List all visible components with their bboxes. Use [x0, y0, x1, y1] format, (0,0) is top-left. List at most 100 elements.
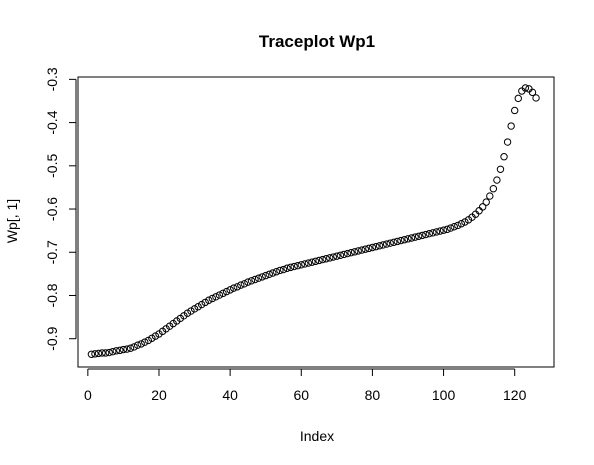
data-point — [443, 225, 451, 234]
data-point — [240, 280, 249, 288]
data-point — [294, 261, 302, 270]
data-point — [500, 153, 508, 161]
data-point — [272, 268, 281, 276]
data-point — [109, 347, 117, 356]
data-point — [194, 303, 202, 311]
data-point — [390, 238, 398, 247]
data-point — [279, 265, 288, 274]
data-point — [244, 278, 252, 286]
data-point — [116, 346, 124, 355]
data-point — [350, 248, 359, 256]
data-point — [347, 248, 355, 257]
data-point — [461, 218, 469, 226]
data-point — [205, 296, 213, 304]
data-point — [229, 284, 238, 292]
data-point — [528, 88, 537, 97]
data-point — [144, 336, 153, 345]
data-point — [133, 341, 142, 349]
data-point — [496, 165, 505, 173]
data-point — [301, 260, 309, 268]
x-tick-label: 0 — [84, 387, 92, 403]
data-point — [297, 261, 305, 269]
data-point — [98, 349, 106, 357]
y-tick-label: -0.9 — [44, 326, 60, 350]
data-point — [123, 345, 131, 353]
data-point — [397, 236, 405, 245]
data-point — [393, 237, 402, 246]
data-point — [478, 203, 487, 211]
y-axis: -0.9 -0.8 -0.7 -0.6 -0.5 -0.4 -0.3 — [44, 67, 77, 351]
data-point — [283, 264, 291, 272]
data-point — [432, 228, 441, 236]
data-point — [112, 347, 121, 355]
data-point — [404, 235, 412, 243]
x-axis: 0 20 40 60 80 100 120 — [84, 368, 527, 403]
data-point — [439, 226, 448, 234]
data-point — [365, 244, 373, 253]
data-point — [91, 350, 99, 358]
data-point — [311, 257, 320, 266]
data-point — [151, 332, 160, 340]
data-point — [457, 220, 466, 228]
data-point — [368, 243, 377, 252]
data-point — [269, 269, 277, 277]
y-tick-label: -0.3 — [44, 67, 60, 91]
y-tick-label: -0.4 — [44, 110, 60, 134]
x-axis-label: Index — [300, 428, 334, 444]
chart-title: Traceplot Wp1 — [259, 32, 375, 51]
data-point — [290, 262, 298, 271]
plot-frame — [77, 76, 555, 368]
data-point — [247, 277, 256, 285]
data-point — [187, 307, 195, 315]
data-point — [126, 344, 135, 352]
data-point — [422, 230, 430, 239]
data-point — [450, 223, 458, 231]
x-tick-label: 20 — [151, 387, 167, 403]
data-point — [333, 252, 341, 260]
data-point — [340, 250, 348, 259]
data-point — [429, 229, 437, 237]
x-tick-label: 100 — [432, 387, 456, 403]
data-point — [94, 349, 103, 358]
data-point — [414, 232, 423, 240]
data-point — [286, 263, 295, 272]
data-point — [87, 350, 96, 358]
data-point — [315, 256, 323, 265]
data-point — [308, 258, 316, 266]
data-point — [222, 287, 231, 296]
data-point — [183, 309, 192, 317]
data-point — [386, 239, 394, 247]
data-point — [507, 122, 515, 130]
y-tick-label: -0.7 — [44, 240, 60, 264]
x-tick-label: 40 — [222, 387, 238, 403]
data-point — [254, 274, 263, 282]
data-point — [237, 281, 245, 289]
y-tick-label: -0.5 — [44, 154, 60, 178]
data-point — [226, 286, 234, 294]
data-point — [436, 227, 444, 235]
data-point — [489, 185, 498, 193]
data-point — [208, 294, 217, 303]
data-point — [215, 291, 224, 299]
data-point — [372, 242, 380, 251]
data-point — [521, 84, 530, 92]
data-point — [262, 271, 270, 280]
data-point — [304, 259, 313, 267]
data-point — [119, 345, 128, 354]
data-point — [212, 293, 220, 301]
data-point — [336, 251, 345, 259]
y-axis-label: Wp[, 1] — [4, 199, 20, 243]
data-point — [482, 198, 490, 206]
y-tick-label: -0.6 — [44, 197, 60, 221]
data-point — [137, 340, 145, 348]
data-point — [503, 138, 512, 146]
data-point — [201, 298, 209, 307]
y-tick-label: -0.8 — [44, 283, 60, 307]
data-point — [354, 247, 362, 255]
data-point — [190, 305, 199, 313]
data-point — [382, 240, 391, 248]
data-point — [101, 349, 110, 357]
data-point — [130, 343, 138, 351]
data-point — [251, 275, 259, 284]
